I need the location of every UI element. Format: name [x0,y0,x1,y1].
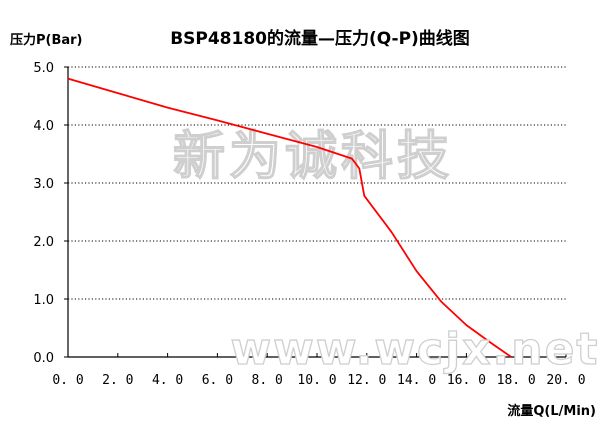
y-ticks: 0.0 1.0 2.0 3.0 4.0 5.0 [33,61,68,366]
x-tick-label: 8. 0 [252,373,283,388]
y-tick-label: 3.0 [33,177,54,192]
x-tick-label: 14. 0 [397,373,436,388]
x-tick-label: 10. 0 [297,373,336,388]
y-axis-label: 压力P(Bar) [10,32,83,48]
series [67,77,512,358]
chart-title: BSP48180的流量—压力(Q-P)曲线图 [170,28,470,49]
x-tick-label: 20. 0 [546,373,585,388]
x-tick-label: 18. 0 [497,373,536,388]
y-tick-label: 0.0 [33,351,54,366]
axes [67,67,566,358]
y-tick-label: 5.0 [33,61,54,76]
y-tick-label: 2.0 [33,235,54,250]
x-tick-label: 0. 0 [52,373,83,388]
y-tick-label: 4.0 [33,119,54,134]
x-tick-label: 2. 0 [102,373,133,388]
x-ticks: 0. 0 2. 0 4. 0 6. 0 8. 0 10. 0 12. 0 14. 0 16. 0… [52,353,586,388]
series-line [67,77,512,358]
x-tick-label: 6. 0 [202,373,233,388]
x-axis-label: 流量Q(L/Min) [507,403,596,419]
x-tick-label: 16. 0 [447,373,486,388]
y-tick-label: 1.0 [33,293,54,308]
x-tick-label: 4. 0 [152,373,183,388]
watermark-cn: 新为诚科技 [173,127,453,187]
watermark-url: www.wcjx.net [231,324,600,375]
gridlines [68,66,566,300]
x-tick-label: 12. 0 [347,373,386,388]
